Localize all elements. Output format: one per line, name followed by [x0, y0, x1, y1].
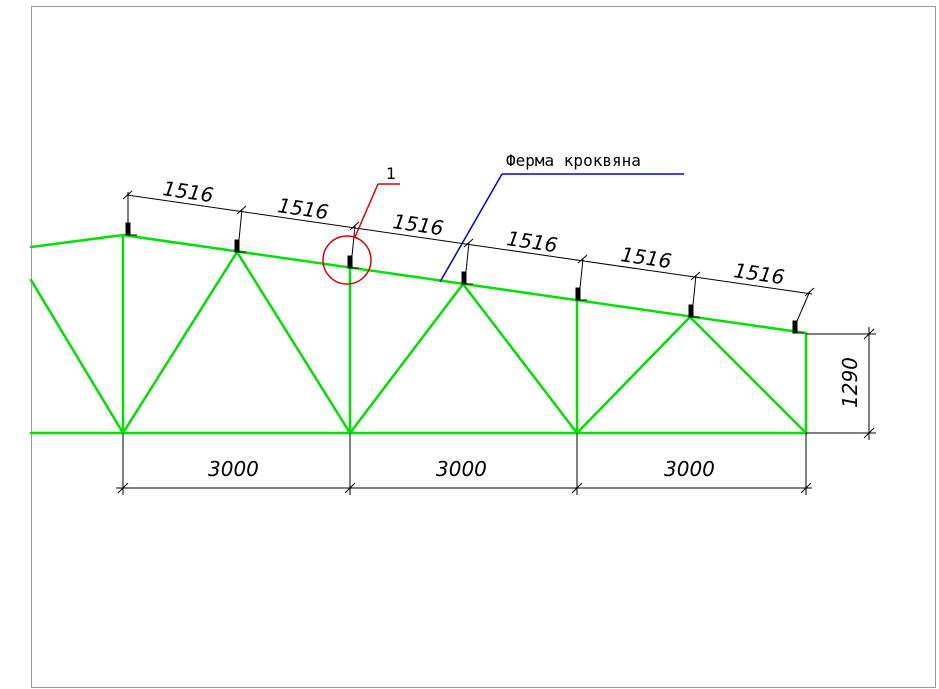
purlin-icon — [575, 287, 587, 301]
truss-leader-label: Ферма кроквяна — [506, 151, 641, 170]
top-dimension-labels: 1516 1516 1516 1516 1516 1516 — [161, 176, 786, 289]
bottom-dimension-label: 3000 — [436, 457, 487, 481]
diagonal-member — [688, 315, 808, 435]
top-dimension-label: 1516 — [505, 226, 559, 257]
diagonal-member — [575, 315, 692, 435]
bottom-dimension-label: 3000 — [208, 457, 259, 481]
height-dimension — [806, 327, 876, 440]
truss-leader — [439, 173, 684, 283]
height-dimension-label: 1290 — [838, 357, 862, 408]
diagonal-member — [29, 278, 125, 435]
purlin-icon — [234, 239, 246, 253]
purlin-icon — [792, 320, 804, 334]
bottom-dimension-labels: 3000 3000 3000 — [208, 457, 715, 481]
diagonal-member — [235, 250, 352, 435]
top-dimension-label: 1516 — [619, 242, 673, 273]
purlin-symbols — [125, 222, 804, 334]
detail-callout-number: 1 — [386, 164, 396, 183]
top-dimension-chain — [122, 190, 815, 322]
bottom-dimension-chain — [116, 433, 812, 495]
diagonal-member — [348, 282, 465, 435]
diagonal-member — [121, 250, 239, 435]
top-dimension-label: 1516 — [276, 193, 330, 224]
truss — [29, 233, 808, 435]
purlin-icon — [461, 271, 473, 285]
purlin-icon — [347, 255, 359, 269]
diagonal-member — [461, 282, 579, 435]
bottom-dimension-label: 3000 — [664, 457, 715, 481]
purlin-icon — [688, 304, 700, 318]
purlin-icon — [125, 222, 137, 236]
top-dimension-label: 1516 — [391, 209, 445, 240]
drawing-frame — [31, 6, 936, 688]
top-dimension-label: 1516 — [161, 176, 215, 207]
detail-callout — [322, 183, 400, 285]
top-dimension-label: 1516 — [732, 258, 786, 289]
